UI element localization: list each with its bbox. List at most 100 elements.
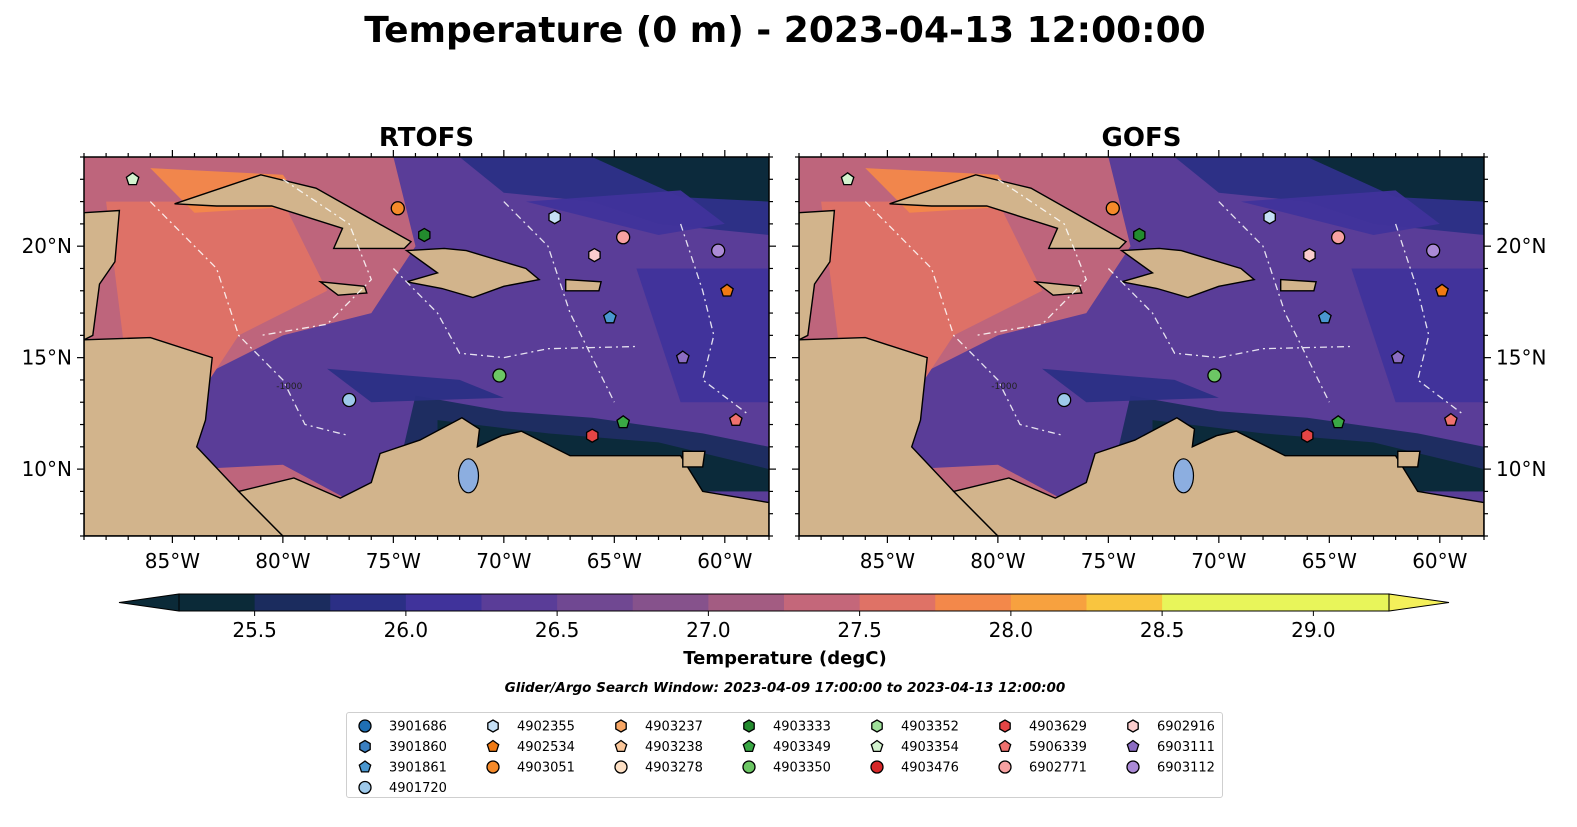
y-tick-label: 10°N	[1496, 457, 1546, 481]
eez-boundary	[1218, 201, 1330, 403]
colorbar-segment	[1313, 594, 1390, 611]
legend-label: 4903349	[773, 740, 831, 755]
legend-label: 3901686	[389, 720, 447, 735]
colorbar-segment	[179, 594, 256, 611]
legend-marker-6903111	[1126, 739, 1140, 753]
x-tick-label: 75°W	[1081, 549, 1136, 573]
legend-marker-5906339	[998, 739, 1012, 753]
legend-marker-4903352	[871, 719, 883, 733]
float-marker-6902771	[1331, 230, 1346, 245]
legend-marker-3901686	[358, 719, 372, 733]
legend-marker-4903349	[742, 739, 756, 753]
float-marker-4903354	[840, 171, 855, 186]
legend-marker-4903333	[743, 719, 755, 733]
legend-marker-4902534	[486, 739, 500, 753]
float-marker-4903350	[1207, 368, 1222, 383]
float-marker-4901720	[342, 392, 357, 408]
temperature-region	[1351, 268, 1484, 403]
float-marker-4902534	[1435, 283, 1449, 297]
legend-marker-4903476	[870, 760, 884, 774]
legend-marker-4903350	[742, 760, 756, 774]
colorbar-segment	[1162, 594, 1239, 611]
colorbar-tick-label: 27.0	[686, 618, 731, 642]
land	[799, 209, 836, 341]
colorbar-tick-label: 27.5	[837, 618, 882, 642]
x-tick-label: 80°W	[970, 549, 1025, 573]
land	[1397, 450, 1421, 468]
legend-marker-4903051	[486, 760, 500, 774]
land	[84, 336, 284, 536]
colorbar-segment	[708, 594, 785, 611]
eez-boundary	[1107, 268, 1352, 359]
land	[1279, 278, 1317, 292]
panel-title: GOFS	[1102, 123, 1182, 153]
colorbar-segment	[405, 594, 483, 611]
panel-title: RTOFS	[379, 123, 474, 153]
colorbar-segment	[935, 594, 1012, 611]
legend-marker-4903237	[615, 719, 627, 733]
map-panel-rtofs: -1000 RTOFS 85°W 80°W 75°W 70°W 65°W 60°W 20°N 15…	[22, 123, 776, 573]
float-marker-4902534	[720, 283, 734, 297]
y-tick-label: 10°N	[22, 457, 72, 481]
eez-boundary	[864, 201, 1065, 437]
float-legend-entries: 3901686 3901860 3901861 4901720 4902355 49025…	[358, 719, 1215, 796]
colorbar-segment	[481, 594, 558, 611]
float-legend: 3901686 3901860 3901861 4901720 4902355 49025…	[346, 712, 1223, 798]
legend-label: 4903476	[901, 761, 959, 776]
figure-title: Temperature (0 m) - 2023-04-13 12:00:00	[364, 10, 1205, 51]
colorbar-tick-label: 28.0	[989, 618, 1034, 642]
legend-label: 6902771	[1029, 761, 1087, 776]
map-frame	[83, 156, 770, 537]
legend-label: 4903051	[517, 761, 575, 776]
land	[565, 278, 602, 292]
float-marker-6903111	[1390, 350, 1405, 364]
float-marker-3901861	[602, 310, 617, 324]
eez-boundary	[975, 178, 1088, 337]
float-marker-3901861	[1317, 310, 1332, 324]
float-marker-4903349	[1331, 414, 1346, 429]
float-marker-4903354	[125, 171, 140, 186]
x-tick-label: 70°W	[1191, 549, 1246, 573]
float-marker-6903111	[675, 350, 690, 364]
legend-marker-4903278	[614, 760, 628, 774]
eez-boundary	[260, 178, 373, 337]
x-tick-label: 60°W	[1412, 549, 1467, 573]
legend-marker-4901720	[358, 780, 372, 795]
colorbar-label: Temperature (degC)	[683, 648, 886, 669]
legend-marker-4903354	[870, 739, 884, 753]
temperature-region	[1307, 157, 1484, 202]
eez-boundary	[503, 201, 615, 403]
float-marker-5906339	[728, 412, 743, 426]
colorbar-segment	[254, 594, 331, 611]
float-marker-6902771	[616, 230, 631, 245]
colorbar-segment	[330, 594, 407, 611]
float-marker-5906339	[1443, 412, 1458, 426]
colorbar-segment	[859, 594, 936, 611]
temperature-region	[636, 268, 769, 403]
colorbar-segment	[1010, 594, 1088, 611]
legend-marker-6903112	[1126, 760, 1140, 774]
float-marker-4902355	[1263, 209, 1276, 225]
colorbar-segment	[784, 594, 861, 611]
x-tick-label: 80°W	[255, 549, 310, 573]
map-panels: -1000 RTOFS 85°W 80°W 75°W 70°W 65°W 60°W 20°N 15…	[22, 123, 1547, 573]
x-tick-label: 65°W	[1302, 549, 1357, 573]
x-tick-label: 60°W	[697, 549, 752, 573]
colorbar-segment	[1086, 594, 1163, 611]
y-tick-label: 15°N	[22, 346, 72, 370]
legend-label: 4903238	[645, 740, 703, 755]
x-tick-label: 75°W	[366, 549, 421, 573]
land	[682, 450, 706, 468]
legend-label: 4903354	[901, 740, 959, 755]
legend-label: 6903112	[1157, 761, 1215, 776]
x-tick-label: 70°W	[476, 549, 531, 573]
contour-label: -1000	[991, 382, 1017, 392]
float-marker-4903051	[390, 201, 405, 216]
float-marker-4901720	[1057, 392, 1072, 408]
float-marker-4903629	[585, 428, 599, 443]
colorbar: 25.5 26.0 26.5 27.0 27.5 28.0 28.5 29.0	[118, 593, 1450, 642]
land	[84, 209, 121, 341]
x-tick-label: 85°W	[145, 549, 200, 573]
temperature-region	[327, 368, 504, 403]
legend-label: 3901861	[389, 761, 447, 776]
